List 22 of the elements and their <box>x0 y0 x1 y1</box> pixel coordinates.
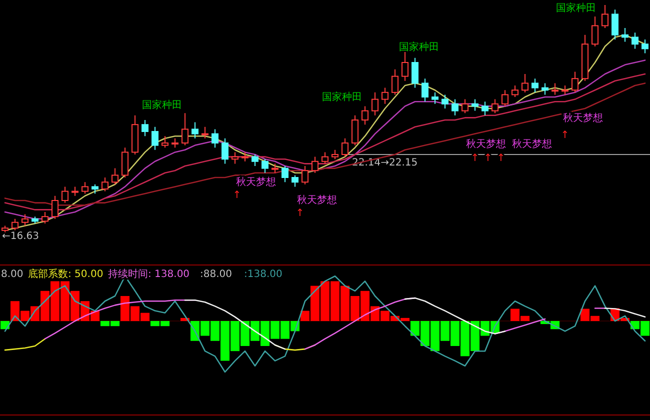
annotation: ↑ <box>296 208 304 219</box>
annotation: 秋天梦想 <box>466 139 506 150</box>
annotation: 持续时间: 138.00 <box>108 269 190 280</box>
annotation: 国家种田 <box>322 92 362 103</box>
annotation: ←16.63 <box>2 231 40 242</box>
annotation: 秋天梦想 <box>563 113 603 124</box>
annotation: 秋天梦想 <box>297 195 337 206</box>
annotation: ↑ <box>470 153 480 164</box>
annotation: 秋天梦想 <box>512 139 552 150</box>
annotation: 秋天梦想 <box>236 177 276 188</box>
annotation: ↑ <box>496 153 506 164</box>
annotation: 底部系数: 50.00 <box>28 269 104 280</box>
annotation: 8.00 <box>1 269 24 280</box>
annotation: 国家种田 <box>142 100 182 111</box>
annotation: ↑ <box>484 153 492 164</box>
annotation: :138.00 <box>244 269 282 280</box>
annotation: 国家种田 <box>399 42 439 53</box>
annotation: :88.00 <box>200 269 232 280</box>
ref-line-label: 22.14→22.15 <box>352 158 418 168</box>
annotation: ↑ <box>560 130 570 141</box>
annotation: ↑ <box>232 190 242 201</box>
annotation: 国家种田 <box>556 3 596 14</box>
